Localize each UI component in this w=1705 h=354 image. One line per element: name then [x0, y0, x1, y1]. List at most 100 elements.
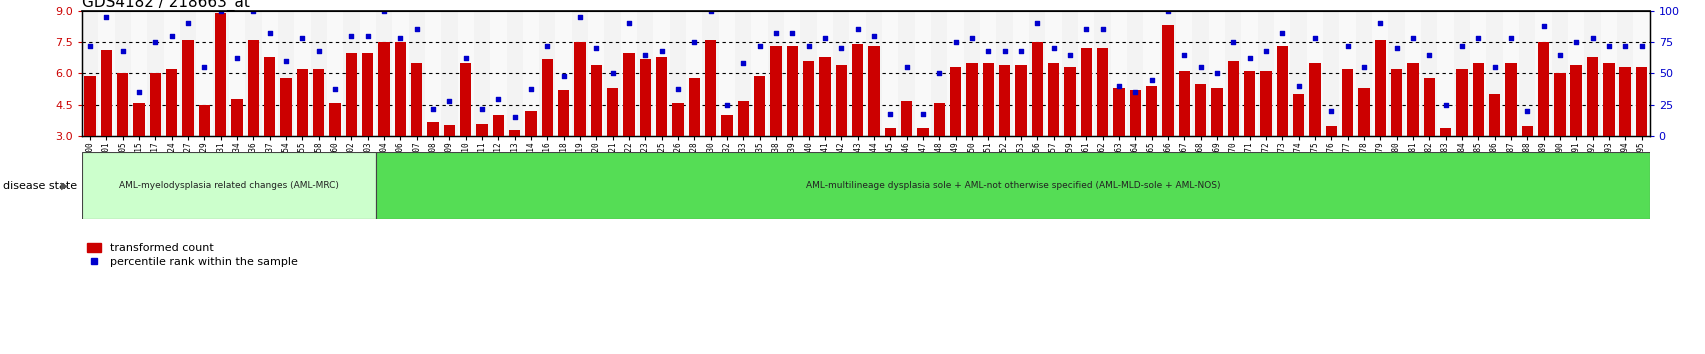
Bar	[1439, 128, 1451, 136]
Bar	[1241, 11, 1257, 136]
Bar	[767, 11, 784, 136]
Bar	[460, 63, 471, 136]
Point	[1383, 46, 1410, 51]
Point	[1251, 48, 1279, 54]
Bar	[425, 11, 442, 136]
Bar	[1014, 65, 1026, 136]
Point	[240, 8, 268, 13]
Point	[1006, 48, 1033, 54]
Point	[1448, 43, 1475, 48]
Bar	[442, 11, 457, 136]
Bar	[721, 115, 731, 136]
Bar	[426, 122, 438, 136]
Bar	[950, 67, 962, 136]
Bar	[1110, 11, 1127, 136]
Point	[1154, 8, 1182, 13]
Bar	[885, 128, 895, 136]
Point	[663, 86, 691, 91]
Bar	[1437, 11, 1453, 136]
Bar	[607, 88, 617, 136]
Bar	[1192, 11, 1209, 136]
Bar	[360, 11, 375, 136]
Bar	[963, 11, 980, 136]
Bar	[82, 152, 375, 219]
Bar	[310, 11, 327, 136]
Point	[909, 111, 936, 116]
Bar	[1096, 48, 1108, 136]
Point	[1529, 23, 1557, 29]
Point	[616, 20, 643, 26]
Bar	[246, 11, 261, 136]
Text: AML-multilineage dysplasia sole + AML-not otherwise specified (AML-MLD-sole + AM: AML-multilineage dysplasia sole + AML-no…	[805, 181, 1219, 190]
Point	[419, 106, 447, 112]
Point	[713, 102, 740, 108]
Bar	[474, 11, 489, 136]
Bar	[539, 11, 556, 136]
Bar	[361, 52, 373, 136]
Point	[256, 30, 283, 36]
Bar	[1552, 11, 1567, 136]
Text: ▶: ▶	[61, 181, 68, 191]
Bar	[261, 11, 278, 136]
Bar	[558, 90, 569, 136]
Bar	[215, 13, 227, 136]
Bar	[312, 69, 324, 136]
Bar	[1403, 11, 1420, 136]
Point	[1219, 39, 1246, 45]
Bar	[375, 11, 392, 136]
Point	[958, 35, 985, 41]
Bar	[147, 11, 164, 136]
Point	[926, 71, 953, 76]
Point	[484, 96, 512, 101]
Bar	[1453, 11, 1470, 136]
Bar	[818, 57, 830, 136]
Bar	[131, 11, 147, 136]
Bar	[84, 75, 95, 136]
Bar	[392, 11, 407, 136]
Point	[1170, 52, 1197, 57]
Bar	[457, 11, 474, 136]
Bar	[489, 11, 506, 136]
Bar	[1113, 88, 1124, 136]
Bar	[525, 111, 537, 136]
Bar	[636, 11, 653, 136]
Bar	[851, 44, 863, 136]
Point	[1234, 56, 1262, 61]
Point	[1187, 64, 1214, 70]
Bar	[1632, 11, 1649, 136]
Bar	[1045, 11, 1061, 136]
Point	[206, 8, 234, 13]
Bar	[1534, 11, 1552, 136]
Bar	[1616, 11, 1632, 136]
Bar	[522, 11, 539, 136]
Point	[1284, 83, 1311, 89]
Bar	[232, 99, 242, 136]
Bar	[118, 74, 128, 136]
Bar	[1517, 11, 1534, 136]
Point	[1366, 20, 1393, 26]
Bar	[346, 52, 356, 136]
Point	[892, 64, 919, 70]
Point	[1512, 108, 1540, 114]
Text: AML-myelodysplasia related changes (AML-MRC): AML-myelodysplasia related changes (AML-…	[119, 181, 339, 190]
Point	[288, 35, 315, 41]
Bar	[1599, 11, 1616, 136]
Bar	[704, 40, 716, 136]
Point	[1497, 35, 1524, 41]
Bar	[182, 40, 194, 136]
Bar	[394, 42, 406, 136]
Bar	[735, 11, 750, 136]
Point	[1088, 27, 1115, 32]
Bar	[1325, 126, 1337, 136]
Bar	[327, 11, 343, 136]
Bar	[343, 11, 360, 136]
Bar	[672, 103, 684, 136]
Bar	[1488, 95, 1499, 136]
Bar	[1485, 11, 1502, 136]
Bar	[917, 128, 928, 136]
Bar	[946, 11, 963, 136]
Bar	[247, 40, 259, 136]
Bar	[965, 63, 977, 136]
Bar	[1175, 11, 1192, 136]
Bar	[1146, 86, 1156, 136]
